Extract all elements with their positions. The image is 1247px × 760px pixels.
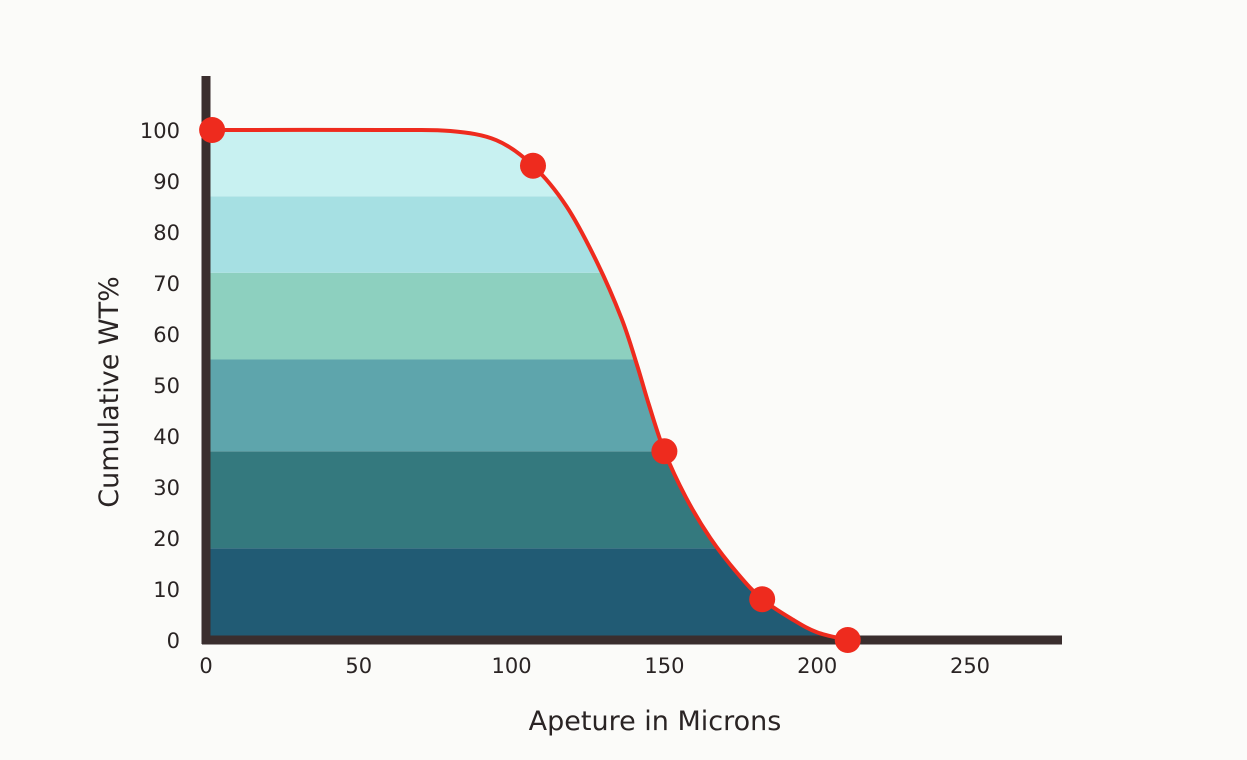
band-fill-5 xyxy=(206,196,848,273)
y-tick-label: 40 xyxy=(153,425,180,449)
x-tick-label: 0 xyxy=(199,654,212,678)
y-tick-label: 0 xyxy=(167,629,180,653)
y-tick-label: 30 xyxy=(153,476,180,500)
y-tick-label: 80 xyxy=(153,221,180,245)
series-line-group xyxy=(199,117,861,653)
x-tick-label: 200 xyxy=(797,654,837,678)
data-point-4 xyxy=(749,586,776,613)
axes xyxy=(201,76,1062,645)
x-tick-label: 150 xyxy=(644,654,684,678)
x-tick-label: 250 xyxy=(950,654,990,678)
y-tick-label: 50 xyxy=(153,374,180,398)
data-point-2 xyxy=(519,152,546,179)
band-fill-2 xyxy=(206,451,848,549)
data-point-5 xyxy=(834,627,861,653)
y-tick-label: 60 xyxy=(153,323,180,347)
y-tick-label: 90 xyxy=(153,170,180,194)
band-fill-4 xyxy=(206,272,848,360)
band-fill-1 xyxy=(206,548,848,640)
data-point-3 xyxy=(651,438,678,465)
band-fill-6 xyxy=(206,130,848,197)
y-tick-label: 20 xyxy=(153,527,180,551)
y-tick-label: 10 xyxy=(153,578,180,602)
x-tick-label: 100 xyxy=(492,654,532,678)
tick-labels: 0 10 20 30 40 50 60 70 80 90 100 0 50 100 150 200 250 xyxy=(140,119,990,678)
band-fill-3 xyxy=(206,359,848,452)
y-tick-label: 100 xyxy=(140,119,180,143)
band-fills xyxy=(206,130,848,640)
x-tick-label: 50 xyxy=(345,654,372,678)
data-point-1 xyxy=(199,117,226,143)
y-axis-title: Cumulative WT% xyxy=(94,276,125,508)
x-axis-title: Apeture in Microns xyxy=(529,706,782,737)
y-tick-label: 70 xyxy=(153,272,180,296)
